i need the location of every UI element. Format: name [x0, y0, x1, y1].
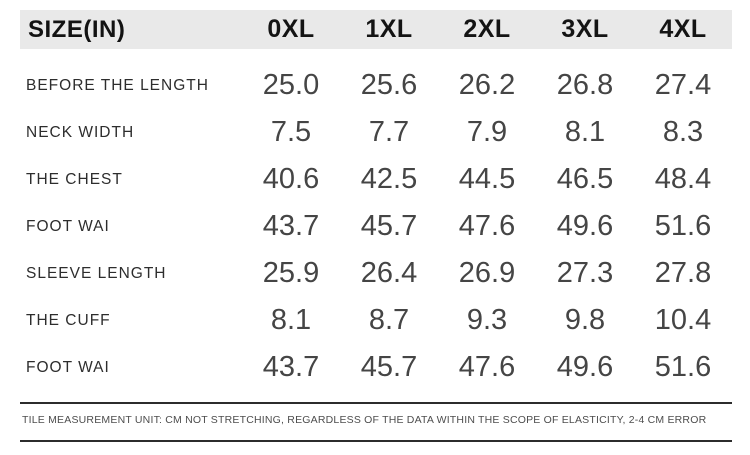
- measurement-value: 51.6: [654, 210, 712, 242]
- measurement-value: 7.9: [466, 116, 508, 148]
- row-label: FOOT WAI: [26, 217, 110, 235]
- measurement-value: 45.7: [360, 210, 418, 242]
- table-row: THE CUFF 8.1 8.7 9.3 9.8 10.4: [20, 297, 732, 344]
- size-column-header: 4XL: [659, 15, 707, 43]
- measurement-value: 43.7: [262, 351, 320, 383]
- table-row: NECK WIDTH 7.5 7.7 7.9 8.1 8.3: [20, 109, 732, 156]
- measurement-value: 27.4: [654, 69, 712, 101]
- measurement-value: 8.7: [368, 304, 410, 336]
- measurement-value: 42.5: [360, 163, 418, 195]
- measurement-value: 49.6: [556, 351, 614, 383]
- size-chart: SIZE(IN) 0XL 1XL 2XL 3XL 4XL BEFORE THE LENG…: [20, 0, 732, 442]
- row-label: SLEEVE LENGTH: [26, 264, 167, 282]
- measurement-value: 25.9: [262, 257, 320, 289]
- measurement-value: 8.1: [270, 304, 312, 336]
- table-row: FOOT WAI 43.7 45.7 47.6 49.6 51.6: [20, 203, 732, 250]
- measurement-value: 48.4: [654, 163, 712, 195]
- size-column-header: 1XL: [365, 15, 413, 43]
- table-row: FOOT WAI 43.7 45.7 47.6 49.6 51.6: [20, 344, 732, 391]
- measurement-value: 26.4: [360, 257, 418, 289]
- measurement-value: 7.5: [270, 116, 312, 148]
- measurement-value: 25.0: [262, 69, 320, 101]
- measurement-value: 26.8: [556, 69, 614, 101]
- measurement-value: 51.6: [654, 351, 712, 383]
- measurement-value: 47.6: [458, 210, 516, 242]
- measurement-note: TILE MEASUREMENT UNIT: CM NOT STRETCHING…: [20, 402, 732, 442]
- table-header-row: SIZE(IN) 0XL 1XL 2XL 3XL 4XL: [20, 10, 732, 49]
- measurement-value: 8.1: [564, 116, 606, 148]
- measurement-value: 26.2: [458, 69, 516, 101]
- measurement-value: 8.3: [662, 116, 704, 148]
- measurement-value: 9.3: [466, 304, 508, 336]
- measurement-value: 10.4: [654, 304, 712, 336]
- size-column-header: 2XL: [463, 15, 511, 43]
- row-label: BEFORE THE LENGTH: [26, 76, 209, 94]
- measurement-value: 46.5: [556, 163, 614, 195]
- size-header-label: SIZE(IN): [28, 15, 126, 43]
- measurement-value: 43.7: [262, 210, 320, 242]
- table-row: BEFORE THE LENGTH 25.0 25.6 26.2 26.8 27.4: [20, 62, 732, 109]
- measurement-value: 25.6: [360, 69, 418, 101]
- size-column-header: 0XL: [267, 15, 315, 43]
- measurement-value: 27.3: [556, 257, 614, 289]
- table-row: THE CHEST 40.6 42.5 44.5 46.5 48.4: [20, 156, 732, 203]
- measurement-value: 9.8: [564, 304, 606, 336]
- measurement-value: 49.6: [556, 210, 614, 242]
- size-column-header: 3XL: [561, 15, 609, 43]
- measurement-value: 27.8: [654, 257, 712, 289]
- row-label: THE CUFF: [26, 311, 111, 329]
- measurement-value: 40.6: [262, 163, 320, 195]
- row-label: THE CHEST: [26, 170, 123, 188]
- table-row: SLEEVE LENGTH 25.9 26.4 26.9 27.3 27.8: [20, 250, 732, 297]
- row-label: FOOT WAI: [26, 358, 110, 376]
- measurement-value: 45.7: [360, 351, 418, 383]
- measurement-value: 7.7: [368, 116, 410, 148]
- table-body: BEFORE THE LENGTH 25.0 25.6 26.2 26.8 27.4 NEC…: [20, 62, 732, 391]
- measurement-value: 44.5: [458, 163, 516, 195]
- measurement-value: 47.6: [458, 351, 516, 383]
- row-label: NECK WIDTH: [26, 123, 135, 141]
- measurement-value: 26.9: [458, 257, 516, 289]
